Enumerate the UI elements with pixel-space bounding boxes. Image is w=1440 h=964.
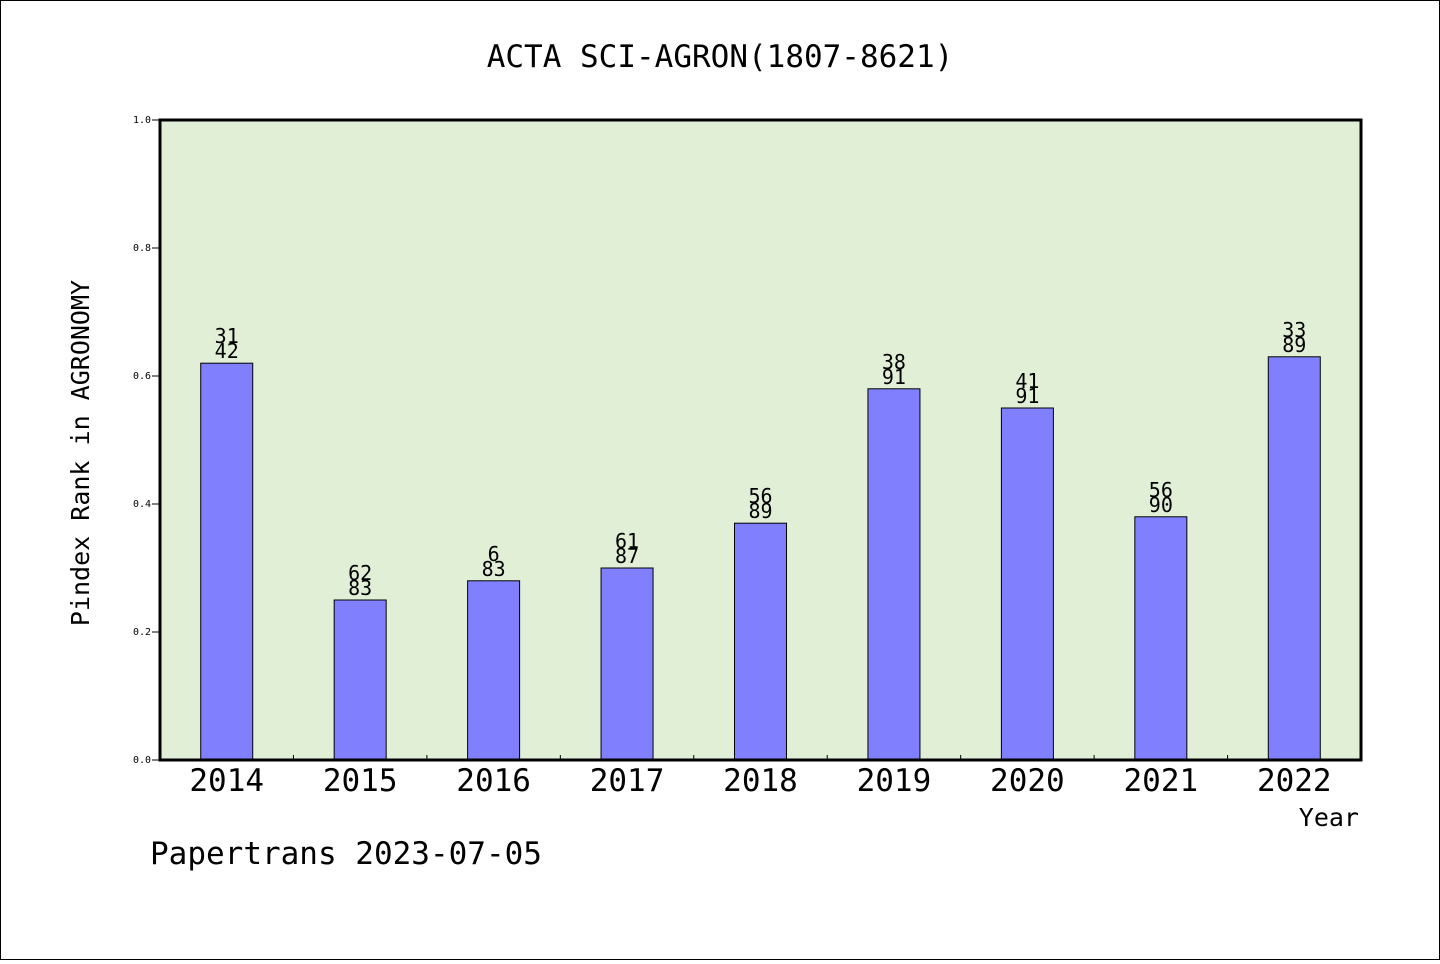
y-tick-label: 0.4 — [133, 499, 151, 510]
bar-rank-label: 56 — [748, 484, 772, 508]
y-tick-label: 0.8 — [133, 243, 151, 254]
footer-credit: Papertrans 2023-07-05 — [150, 836, 542, 872]
x-tick-label: 2016 — [456, 763, 531, 799]
x-axis-label: Year — [1299, 803, 1359, 832]
bar-total-label: 91 — [1015, 384, 1039, 408]
bar-rank-label: 33 — [1282, 318, 1306, 342]
bar-2014 — [200, 362, 254, 761]
bar-total-label: 87 — [615, 544, 639, 568]
bar-2021 — [1134, 516, 1188, 761]
x-tick-label: 2021 — [1124, 763, 1199, 799]
bar-rank-label: 62 — [348, 561, 372, 585]
bar-2017 — [600, 567, 654, 761]
bar-total-label: 42 — [215, 339, 239, 363]
x-tick-label: 2014 — [189, 763, 264, 799]
y-axis-label: Pindex Rank in AGRONOMY — [66, 280, 95, 626]
x-axis-tick-labels: 2014 2015 2016 2017 2018 2019 2020 2021 2022 — [189, 763, 1331, 799]
bar-2022 — [1267, 356, 1321, 761]
bar-rank-label: 31 — [215, 324, 239, 348]
y-tick-label: 0.2 — [133, 627, 151, 638]
bar-rank-label: 38 — [882, 350, 906, 374]
bar-2015 — [333, 599, 387, 761]
bar-2016 — [467, 580, 521, 761]
y-tick-label: 0.6 — [133, 371, 151, 382]
y-tick-label: 0.0 — [133, 755, 151, 766]
x-tick-label: 2019 — [857, 763, 932, 799]
bar-2020 — [1000, 407, 1054, 761]
chart-title: ACTA SCI-AGRON(1807-8621) — [487, 39, 954, 75]
bar-total-label: 89 — [748, 499, 772, 523]
bar-rank-label: 6 — [488, 542, 500, 566]
bar-total-label: 89 — [1282, 333, 1306, 357]
x-tick-label: 2017 — [590, 763, 665, 799]
bar-total-label: 91 — [882, 365, 906, 389]
bar-rank-label: 61 — [615, 529, 639, 553]
x-tick-label: 2018 — [723, 763, 798, 799]
bars-group — [200, 356, 1321, 761]
x-tick-label: 2020 — [990, 763, 1065, 799]
x-tick-label: 2022 — [1257, 763, 1332, 799]
bar-total-label: 83 — [482, 557, 506, 581]
bar-total-label: 83 — [348, 576, 372, 600]
bar-rank-label: 56 — [1149, 478, 1173, 502]
bar-2019 — [867, 388, 921, 761]
plot-border — [158, 118, 1363, 762]
bar-2018 — [734, 522, 787, 761]
bar-total-label: 90 — [1149, 493, 1173, 517]
y-axis-ticks: 0.0 0.2 0.4 0.6 0.8 1.0 — [133, 115, 160, 766]
x-tick-label: 2015 — [323, 763, 398, 799]
bar-rank-label: 41 — [1015, 369, 1039, 393]
y-tick-label: 1.0 — [133, 115, 151, 126]
